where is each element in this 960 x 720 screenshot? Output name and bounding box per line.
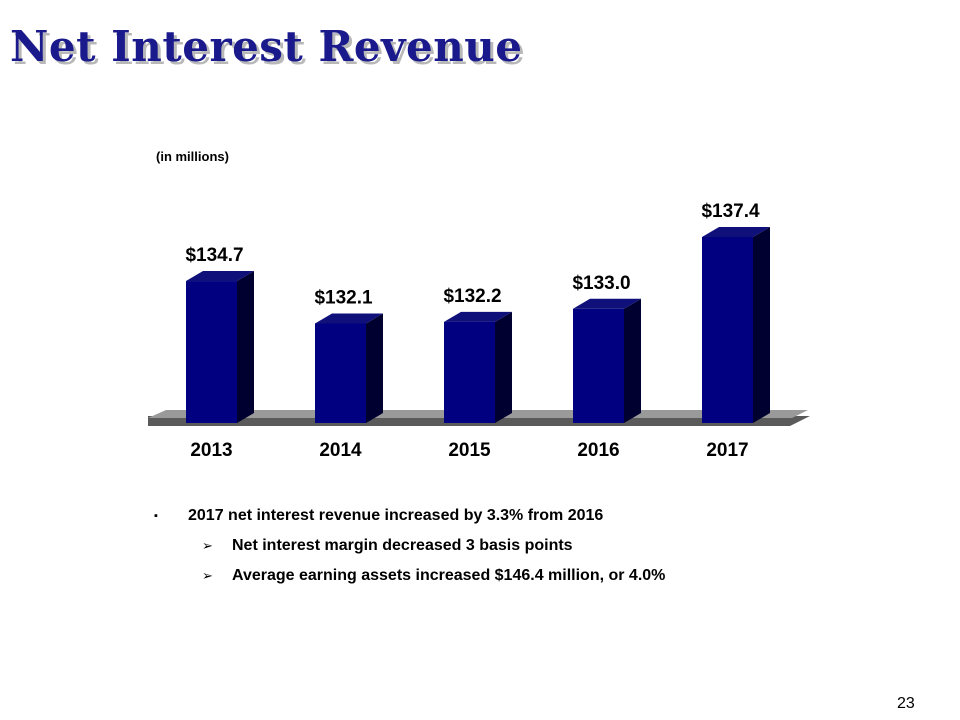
bullet-sub-margin: ➢ Net interest margin decreased 3 basis … bbox=[150, 536, 800, 556]
data-label-2014: $132.1 bbox=[314, 287, 373, 308]
bar-2016 bbox=[573, 298, 641, 423]
bar-front-face bbox=[573, 308, 624, 423]
page-number: 23 bbox=[897, 695, 915, 712]
bar-side-face bbox=[366, 313, 383, 423]
bar-top-face bbox=[702, 227, 770, 237]
unit-label: (in millions) bbox=[156, 149, 229, 164]
arrow-bullet-icon: ➢ bbox=[202, 568, 213, 583]
bullet-sub-text: Average earning assets increased $146.4 … bbox=[232, 567, 666, 584]
bar-top-face bbox=[315, 313, 383, 324]
bar-side-face bbox=[237, 271, 254, 423]
bar-side-face bbox=[624, 298, 641, 423]
bar-top-face bbox=[573, 298, 641, 309]
bar-side-face bbox=[495, 311, 512, 423]
arrow-bullet-icon: ➢ bbox=[202, 538, 213, 553]
x-tick-label-2016: 2016 bbox=[577, 440, 619, 461]
bar-2015 bbox=[444, 311, 512, 423]
bullet-list: ▪ 2017 net interest revenue increased by… bbox=[150, 506, 800, 586]
square-bullet-icon: ▪ bbox=[154, 510, 158, 522]
bullet-main: ▪ 2017 net interest revenue increased by… bbox=[150, 506, 800, 526]
bar-chart: $134.7 $132.1 $132.2 $133.0 $137.4 2013 2014 2… bbox=[148, 201, 810, 461]
bullet-sub-text: Net interest margin decreased 3 basis po… bbox=[232, 537, 573, 554]
x-tick-label-2014: 2014 bbox=[319, 440, 362, 461]
bar-2017 bbox=[702, 227, 770, 423]
x-tick-label-2017: 2017 bbox=[706, 440, 748, 461]
x-tick-label-2015: 2015 bbox=[448, 440, 491, 461]
bar-front-face bbox=[186, 281, 237, 423]
bar-2013 bbox=[186, 271, 254, 423]
x-tick-label-2013: 2013 bbox=[190, 440, 232, 461]
bar-front-face bbox=[702, 237, 753, 423]
data-label-2015: $132.2 bbox=[443, 286, 501, 307]
bar-top-face bbox=[444, 311, 512, 322]
data-label-2016: $133.0 bbox=[572, 273, 630, 294]
bullet-main-text: 2017 net interest revenue increased by 3… bbox=[188, 507, 604, 524]
bar-2014 bbox=[315, 313, 383, 423]
bar-top-face bbox=[186, 271, 254, 282]
data-label-2017: $137.4 bbox=[701, 201, 760, 222]
bullet-sub-assets: ➢ Average earning assets increased $146.… bbox=[150, 566, 800, 586]
bar-front-face bbox=[444, 321, 495, 423]
page-title: Net Interest Revenue bbox=[10, 22, 523, 71]
bar-front-face bbox=[315, 323, 366, 423]
bar-side-face bbox=[753, 227, 770, 423]
data-label-2013: $134.7 bbox=[185, 245, 243, 266]
